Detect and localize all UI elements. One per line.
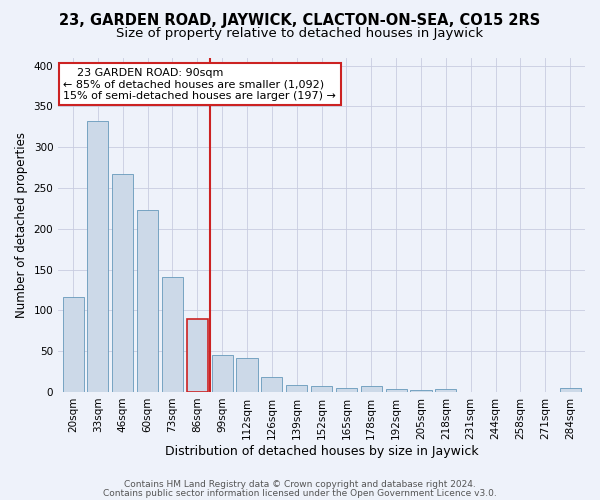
Bar [435, 388, 457, 392]
Bar [262, 378, 283, 392]
Text: Contains HM Land Registry data © Crown copyright and database right 2024.: Contains HM Land Registry data © Crown c… [124, 480, 476, 489]
Bar [286, 384, 307, 392]
Bar [212, 355, 233, 392]
Text: Contains public sector information licensed under the Open Government Licence v3: Contains public sector information licen… [103, 489, 497, 498]
Bar [88, 121, 109, 392]
Bar [62, 298, 83, 392]
Text: Size of property relative to detached houses in Jaywick: Size of property relative to detached ho… [116, 28, 484, 40]
Bar [137, 210, 158, 392]
Text: 23, GARDEN ROAD, JAYWICK, CLACTON-ON-SEA, CO15 2RS: 23, GARDEN ROAD, JAYWICK, CLACTON-ON-SEA… [59, 12, 541, 28]
Bar [187, 318, 208, 392]
Bar [236, 358, 257, 392]
Text: 23 GARDEN ROAD: 90sqm
← 85% of detached houses are smaller (1,092)
15% of semi-d: 23 GARDEN ROAD: 90sqm ← 85% of detached … [64, 68, 337, 100]
X-axis label: Distribution of detached houses by size in Jaywick: Distribution of detached houses by size … [165, 444, 478, 458]
Bar [336, 388, 357, 392]
Bar [386, 388, 407, 392]
Bar [112, 174, 133, 392]
Bar [162, 277, 183, 392]
Bar [361, 386, 382, 392]
Bar [560, 388, 581, 392]
Y-axis label: Number of detached properties: Number of detached properties [15, 132, 28, 318]
Bar [311, 386, 332, 392]
Bar [410, 390, 431, 392]
